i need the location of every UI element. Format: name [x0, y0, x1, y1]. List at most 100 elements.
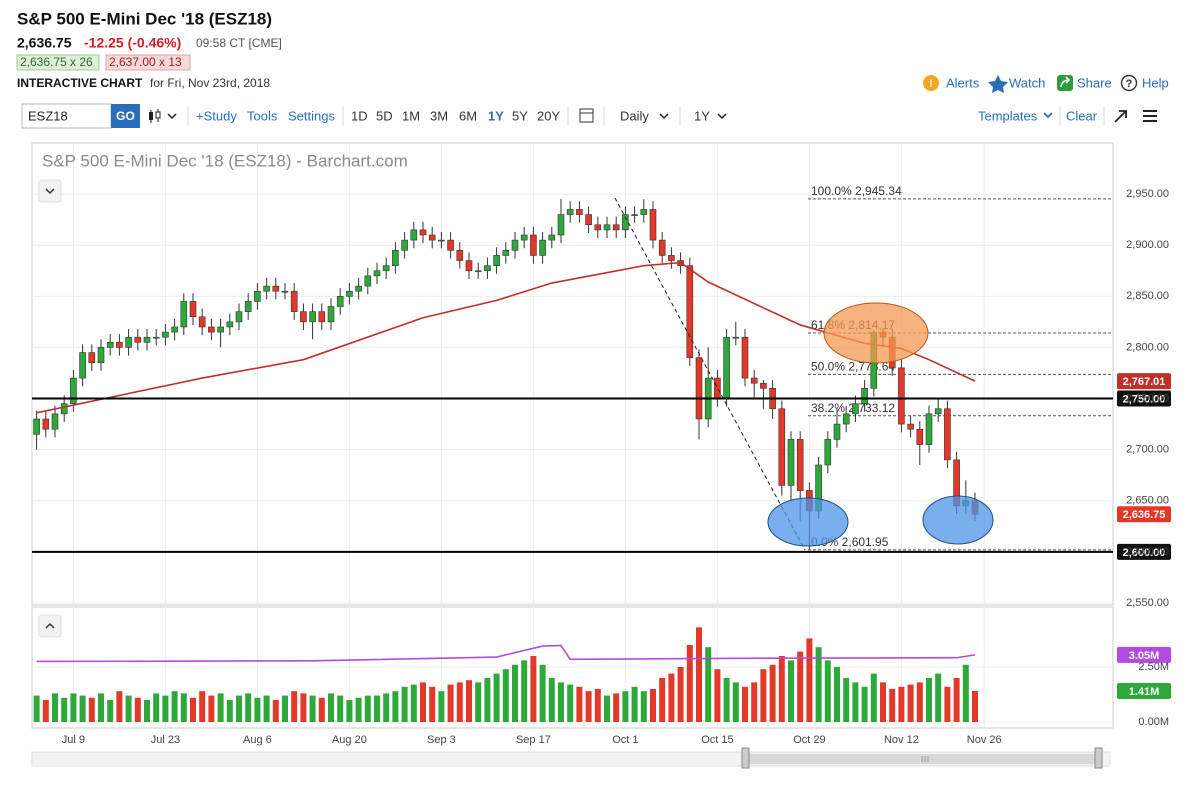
- candle-body: [944, 408, 951, 461]
- volume-bar: [300, 693, 307, 722]
- candle-body: [79, 352, 86, 379]
- templates-menu[interactable]: Templates: [978, 108, 1038, 123]
- toolbar-link[interactable]: Tools: [247, 108, 278, 123]
- price-tag: 2,750.00: [1123, 393, 1166, 405]
- y-tick-label: 2,900.00: [1126, 239, 1169, 251]
- range-button[interactable]: 20Y: [537, 108, 560, 123]
- volume-bar: [723, 677, 730, 722]
- volume-bar: [972, 690, 978, 722]
- volume-bar: [907, 684, 914, 722]
- interval-select[interactable]: Daily: [620, 108, 649, 123]
- toolbar-link[interactable]: +Study: [196, 108, 237, 123]
- candle-body: [281, 290, 289, 293]
- toolbar: +Study Tools Settings 1D 5D 1M 3M 6M 1Y 5Y 20Y Dail…: [196, 106, 1098, 126]
- candle-body: [750, 377, 758, 384]
- share-link[interactable]: Share: [1077, 75, 1112, 90]
- icon-body: [155, 111, 161, 119]
- help-icon[interactable]: [1120, 74, 1138, 92]
- range-button[interactable]: 1Y: [488, 108, 504, 123]
- volume-bar: [199, 691, 206, 722]
- volume-bar: [355, 697, 362, 722]
- volume-bar: [760, 669, 767, 722]
- volume-bar: [613, 693, 620, 722]
- range-button[interactable]: 5D: [376, 108, 393, 123]
- volume-average: [36, 644, 976, 663]
- candle-body: [244, 301, 252, 312]
- range-button[interactable]: 1M: [402, 108, 420, 123]
- chevron: [45, 622, 55, 629]
- volume-bar: [374, 695, 380, 722]
- volume-bar: [291, 691, 298, 722]
- range-button[interactable]: 6M: [459, 108, 477, 123]
- volume-bar: [778, 655, 785, 722]
- x-tick-label: Nov 26: [967, 734, 1002, 746]
- price-tag: 1.41M: [1129, 686, 1160, 698]
- volume-bar: [420, 682, 426, 722]
- volume-bar: [61, 697, 68, 722]
- clear-button[interactable]: Clear: [1066, 108, 1098, 123]
- range-button[interactable]: 1D: [351, 108, 368, 123]
- symbol-input[interactable]: [21, 103, 112, 129]
- y-tick-label: 2,550.00: [1126, 597, 1169, 609]
- period-select[interactable]: 1Y: [694, 108, 710, 123]
- scrollbar-grip: [921, 756, 929, 762]
- toolbar-link[interactable]: Settings: [288, 108, 335, 123]
- collapse-button[interactable]: [38, 179, 62, 203]
- volume-bar: [383, 693, 390, 722]
- volume-bar: [410, 684, 417, 722]
- volume-bar: [484, 677, 491, 722]
- watch-icon[interactable]: [988, 75, 1008, 93]
- volume-bar: [392, 691, 399, 722]
- expand-button[interactable]: [1114, 110, 1127, 123]
- x-tick-label: Jul 9: [62, 734, 85, 746]
- volume-bar: [171, 691, 178, 722]
- collapse-button[interactable]: [38, 614, 62, 638]
- range-button[interactable]: 3M: [430, 108, 448, 123]
- candle-body: [640, 209, 648, 215]
- candle-body: [723, 336, 730, 399]
- alerts-icon[interactable]: [923, 75, 939, 91]
- x-tick-label: Sep 17: [516, 734, 551, 746]
- candle-body: [566, 209, 574, 215]
- highlight-ellipse: [922, 495, 994, 545]
- candle-body: [309, 311, 316, 323]
- candle-body: [787, 439, 795, 486]
- y-tick-label: 2,950.00: [1126, 188, 1169, 200]
- volume-bar: [926, 677, 932, 722]
- scrollbar-handle[interactable]: [1094, 747, 1103, 769]
- help-link[interactable]: Help: [1142, 75, 1169, 90]
- scrollbar-thumb[interactable]: [748, 754, 1098, 764]
- help-icon-glyph: ?: [1126, 78, 1133, 90]
- candle-body: [594, 224, 602, 231]
- icon-body: [149, 112, 153, 120]
- candle-body: [198, 316, 206, 328]
- candle-body: [171, 326, 178, 333]
- calendar-button[interactable]: [579, 108, 594, 123]
- range-button[interactable]: 5Y: [512, 108, 528, 123]
- alerts-link[interactable]: Alerts: [946, 75, 980, 90]
- volume-bar: [79, 695, 86, 722]
- share-icon[interactable]: [1057, 75, 1073, 91]
- y-tick-label: 2,850.00: [1126, 290, 1169, 302]
- chart-style-button[interactable]: [149, 109, 177, 123]
- volume-bar: [530, 655, 537, 722]
- candle-body: [447, 239, 454, 251]
- scrollbar-handle[interactable]: [741, 747, 750, 769]
- price-tag: 2,636.75: [1123, 509, 1166, 521]
- price-change: -12.25 (-0.46%): [84, 35, 181, 51]
- candle-body: [42, 418, 50, 430]
- y-tick-label: 2,600.00: [1126, 546, 1169, 558]
- watch-link[interactable]: Watch: [1009, 75, 1045, 90]
- volume-bar: [456, 682, 463, 722]
- volume-bar: [125, 695, 132, 722]
- volume-bar: [788, 660, 794, 722]
- x-tick-label: Nov 12: [884, 734, 919, 746]
- y-tick-label: 2,700.00: [1126, 444, 1169, 456]
- candle-body: [760, 382, 767, 389]
- menu-button[interactable]: [1143, 110, 1157, 122]
- candle-body: [511, 239, 519, 251]
- symbol-value: ESZ18: [28, 108, 68, 123]
- volume-bar: [282, 695, 288, 722]
- go-button[interactable]: [111, 104, 140, 128]
- volume-bar: [870, 673, 877, 722]
